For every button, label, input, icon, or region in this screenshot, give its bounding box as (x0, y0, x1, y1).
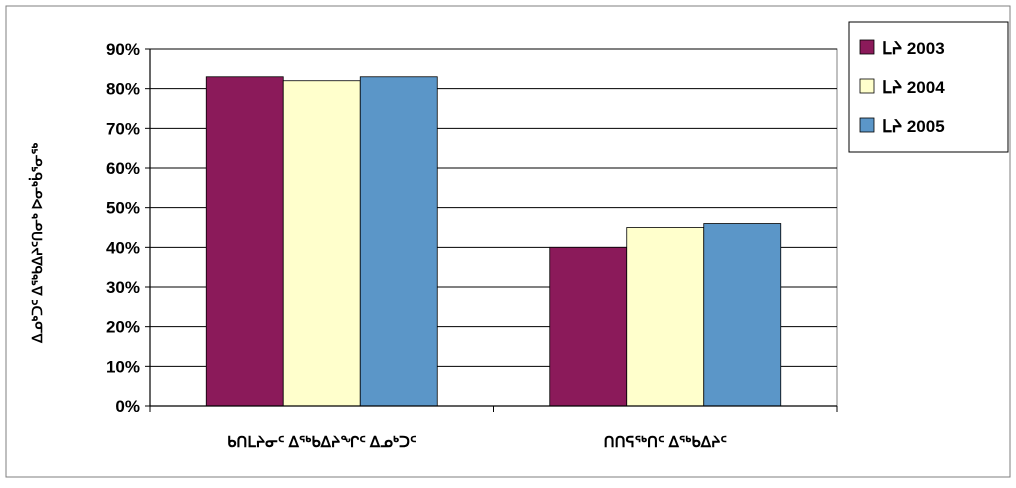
bar (703, 223, 782, 407)
y-tick-label: 60% (106, 159, 140, 178)
x-tick-label: ᑲᑎᒪᔨᓂᑦ ᐃᖅᑲᐃᔨᖏᑦ ᐃᓄᒃᑐᑦ (227, 434, 417, 451)
y-tick-label: 30% (106, 278, 140, 297)
y-tick-label: 70% (106, 119, 140, 138)
legend-label: ᒪᔨ 2004 (882, 78, 945, 97)
bar (359, 76, 438, 407)
bars (205, 76, 782, 407)
x-tick-labels: ᑲᑎᒪᔨᓂᑦ ᐃᖅᑲᐃᔨᖏᑦ ᐃᓄᒃᑐᑦ ᑎᑎᕋᖅᑎᑦ ᐃᖅᑲᐃᔨᑦ (227, 434, 727, 451)
bar (549, 246, 628, 407)
y-tick-label: 20% (106, 318, 140, 337)
x-tick-label: ᑎᑎᕋᖅᑎᑦ ᐃᖅᑲᐃᔨᑦ (604, 434, 727, 451)
legend-swatch (859, 39, 875, 55)
legend-swatch (859, 117, 875, 133)
y-tick-label: 90% (106, 40, 140, 59)
legend-label: ᒪᔨ 2003 (882, 39, 945, 58)
bar (282, 80, 361, 407)
legend: ᒪᔨ 2003 ᒪᔨ 2004 ᒪᔨ 2005 (848, 21, 1009, 153)
y-tick-label: 0% (115, 397, 140, 416)
y-tick-label: 50% (106, 199, 140, 218)
y-tick-label: 80% (106, 80, 140, 99)
axes (145, 48, 838, 412)
legend-box (848, 21, 1009, 153)
bar (205, 76, 284, 407)
y-tick-labels: 0% 10% 20% 30% 40% 50% 60% 70% 80% 90% (106, 40, 140, 416)
y-axis-title: ᐃᓄᒃᑐᑦ ᐃᖅᑲᐃᔨᑦᑎᓂᒃ ᐅᓂᒃᑳᕐᓂᖅ (28, 143, 45, 344)
bar (626, 227, 705, 407)
legend-swatch (859, 78, 875, 94)
legend-label: ᒪᔨ 2005 (882, 117, 945, 136)
y-tick-label: 40% (106, 238, 140, 257)
y-tick-label: 10% (106, 357, 140, 376)
